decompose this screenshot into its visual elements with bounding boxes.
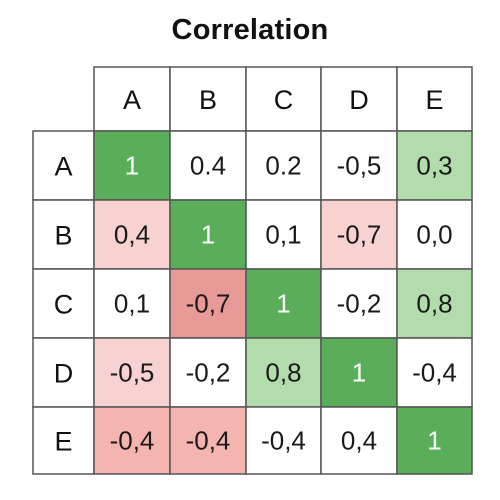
row-label: B [54,221,72,251]
cell-layer [93,130,473,475]
row-header-cell [32,268,95,339]
heatmap-cell [245,199,322,270]
cell-value-label: 1 [125,151,139,181]
heatmap-cell [396,406,473,475]
heatmap-cell [245,268,322,339]
column-header-cell [93,66,171,132]
heatmap-cell [245,130,322,201]
heatmap-cell [396,268,473,339]
row-header-cell [32,406,95,475]
column-label: E [425,85,443,115]
cell-value-label: -0,2 [337,289,382,319]
row-label: A [54,152,72,182]
column-label: C [274,85,294,115]
column-header-cell [169,66,247,132]
heatmap-cell [320,337,398,408]
cell-value-label: -0,4 [186,426,231,456]
row-label: D [54,359,74,389]
cell-value-label: 0.2 [265,151,301,181]
cell-value-label: 0,8 [265,358,301,388]
heatmap-cell [169,199,247,270]
cell-value-label: 1 [201,220,215,250]
heatmap-cell [320,130,398,201]
heatmap-cell [320,268,398,339]
heatmap-cell [169,268,247,339]
cell-value-label: -0,5 [110,358,155,388]
cell-value-label: 0,4 [341,426,377,456]
heatmap-cell [245,406,322,475]
heatmap-cell [396,130,473,201]
cell-value-label: 0,8 [416,289,452,319]
cell-value-label: -0,4 [110,426,155,456]
header-layer [32,66,473,475]
label-layer: A B C D E A B C D E 1 0.4 0.2 -0,5 0,3 0,4 1 0,1 -0,7 0,0 0,… [54,85,457,457]
column-header-cell [245,66,322,132]
cell-value-label: -0,4 [261,426,306,456]
cell-value-label: 0,1 [265,220,301,250]
cell-value-label: 0.4 [190,151,226,181]
heatmap-cell [396,199,473,270]
cell-value-label: 1 [352,358,366,388]
heatmap-cell [169,130,247,201]
heatmap-cell [93,199,171,270]
cell-value-label: 0,4 [114,220,150,250]
heatmap-cell [396,337,473,408]
heatmap-cell [93,337,171,408]
cell-value-label: 0,1 [114,289,150,319]
cell-value-label: -0,2 [186,358,231,388]
column-label: D [349,85,369,115]
cell-value-label: 0,3 [416,151,452,181]
heatmap-cell [93,268,171,339]
column-label: B [199,85,217,115]
cell-value-label: -0,7 [186,289,231,319]
cell-value-label: 1 [427,426,441,456]
row-label: C [54,290,74,320]
row-label: E [54,427,72,457]
chart-title: Correlation [171,14,329,46]
row-header-cell [32,337,95,408]
column-label: A [123,85,141,115]
cell-value-label: -0,5 [337,151,382,181]
cell-value-label: 1 [276,289,290,319]
heatmap-cell [93,406,171,475]
cell-value-label: 0,0 [416,220,452,250]
cell-value-label: -0,4 [412,358,457,388]
cell-value-label: -0,7 [337,220,382,250]
heatmap-cell [320,199,398,270]
